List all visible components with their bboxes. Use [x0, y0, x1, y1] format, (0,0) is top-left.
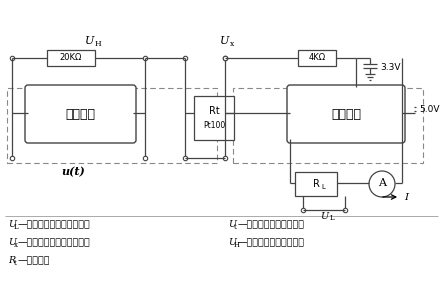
Text: L: L [321, 184, 325, 190]
Text: u(t): u(t) [61, 166, 85, 177]
FancyBboxPatch shape [194, 96, 234, 140]
Text: A: A [378, 178, 386, 188]
Text: 3.3V: 3.3V [380, 63, 400, 73]
Text: —加热元件监测电压信号: —加热元件监测电压信号 [238, 238, 305, 247]
FancyBboxPatch shape [25, 85, 136, 143]
Text: U: U [228, 238, 236, 247]
Text: 5.0V: 5.0V [419, 105, 439, 113]
Text: x: x [230, 40, 234, 48]
Text: —热敏元件: —热敏元件 [18, 256, 51, 265]
Text: 4KΩ: 4KΩ [308, 54, 326, 62]
Text: x: x [14, 241, 18, 249]
Text: R: R [8, 256, 15, 265]
Text: Rt: Rt [209, 106, 219, 116]
Text: H: H [234, 241, 240, 249]
FancyBboxPatch shape [287, 85, 405, 143]
Text: I: I [404, 192, 408, 202]
Text: U: U [8, 238, 16, 247]
Text: Pt100: Pt100 [203, 122, 225, 130]
Text: t: t [14, 259, 17, 267]
Text: t: t [234, 223, 237, 231]
Text: 气敏元件: 气敏元件 [331, 107, 361, 120]
Text: R: R [313, 179, 319, 189]
Text: U: U [228, 220, 236, 229]
FancyBboxPatch shape [47, 50, 95, 66]
FancyBboxPatch shape [295, 172, 337, 196]
Text: L: L [330, 214, 334, 222]
Text: U: U [8, 220, 16, 229]
FancyBboxPatch shape [298, 50, 336, 66]
Text: —气敏元件转化的电压信号: —气敏元件转化的电压信号 [18, 220, 91, 229]
Text: L: L [14, 223, 19, 231]
Text: 20KΩ: 20KΩ [60, 54, 82, 62]
Text: 加热元件: 加热元件 [66, 107, 96, 120]
Text: H: H [95, 40, 101, 48]
Text: —加热元件加热电压信号: —加热元件加热电压信号 [238, 220, 305, 229]
Text: —热敏元件转化的电压信号: —热敏元件转化的电压信号 [18, 238, 91, 247]
Text: U: U [220, 36, 229, 46]
Text: U: U [320, 212, 328, 221]
Text: U: U [85, 36, 95, 46]
